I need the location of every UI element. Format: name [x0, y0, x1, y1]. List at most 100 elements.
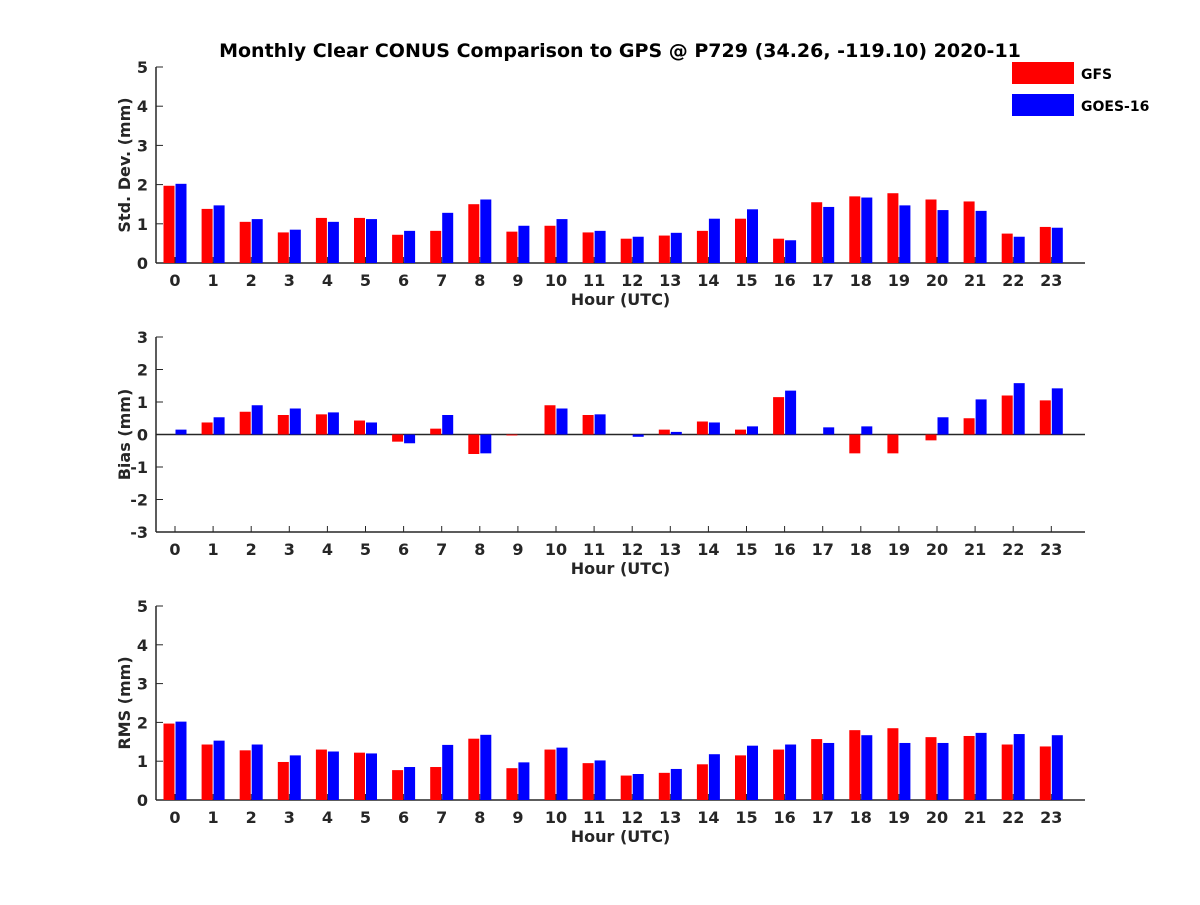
bias-x-tick-label: 14	[697, 540, 719, 559]
stddev-bar	[366, 219, 377, 263]
stddev-bar	[697, 231, 708, 263]
bias-bar	[747, 426, 758, 434]
stddev-bar	[545, 226, 556, 263]
rms-bar	[392, 770, 403, 800]
rms-bar	[583, 763, 594, 800]
rms-x-tick-label: 8	[474, 808, 485, 827]
bias-bar	[240, 412, 251, 435]
bias-y-axis-title: Bias (mm)	[115, 389, 134, 481]
bias-x-tick-label: 16	[773, 540, 795, 559]
rms-x-tick-label: 0	[169, 808, 180, 827]
stddev-bar	[621, 239, 632, 263]
stddev-bar	[442, 213, 453, 263]
rms-x-tick-label: 13	[659, 808, 681, 827]
rms-bar	[1040, 746, 1051, 800]
rms-x-tick-label: 5	[360, 808, 371, 827]
rms-x-tick-label: 22	[1002, 808, 1024, 827]
rms-bar	[697, 764, 708, 800]
bias-y-tick-label: 1	[137, 393, 148, 412]
bias-bar	[697, 422, 708, 435]
rms-bar	[659, 773, 670, 800]
bias-bar	[926, 435, 937, 441]
bias-x-tick-label: 21	[964, 540, 986, 559]
rms-bar	[926, 737, 937, 800]
legend: GFS GOES-16	[1012, 62, 1149, 116]
stddev-bar	[278, 232, 289, 263]
bias-bar	[671, 432, 682, 435]
stddev-bar	[392, 235, 403, 263]
stddev-y-tick-label: 2	[137, 176, 148, 195]
stddev-bar	[404, 231, 415, 263]
bias-x-tick-label: 15	[735, 540, 757, 559]
bias-x-tick-label: 6	[398, 540, 409, 559]
bias-bar	[1052, 388, 1063, 434]
rms-bar	[430, 767, 441, 800]
stddev-bar	[240, 222, 251, 263]
stddev-bar	[583, 232, 594, 263]
rms-bar	[278, 762, 289, 800]
bias-y-tick-label: -3	[130, 523, 148, 542]
bias-bar	[290, 409, 301, 435]
bias-x-tick-label: 1	[208, 540, 219, 559]
stddev-x-axis-title: Hour (UTC)	[571, 290, 671, 309]
stddev-bar	[430, 231, 441, 263]
stddev-bar	[773, 239, 784, 263]
bias-bar	[468, 435, 479, 455]
bias-bar	[442, 415, 453, 435]
stddev-bar	[518, 226, 529, 263]
stddev-bar	[214, 205, 225, 263]
rms-bar	[328, 752, 339, 801]
rms-x-tick-label: 4	[322, 808, 333, 827]
rms-bar	[964, 736, 975, 800]
rms-y-tick-label: 5	[137, 597, 148, 616]
stddev-bar	[164, 186, 175, 263]
rms-bar	[366, 753, 377, 800]
bias-bar	[176, 430, 187, 435]
stddev-bar	[1002, 234, 1013, 263]
stddev-bar	[1052, 228, 1063, 263]
rms-bar	[557, 748, 568, 800]
rms-bar	[164, 724, 175, 800]
stddev-x-tick-label: 7	[436, 271, 447, 290]
rms-bar	[1052, 735, 1063, 800]
stddev-y-axis-title: Std. Dev. (mm)	[115, 97, 134, 232]
bias-bar	[366, 422, 377, 434]
rms-bar	[290, 755, 301, 800]
stddev-bar	[633, 237, 644, 263]
bias-bar	[785, 391, 796, 435]
rms-bar	[671, 769, 682, 800]
bias-bar	[278, 415, 289, 435]
stddev-bar	[468, 204, 479, 263]
rms-x-tick-label: 7	[436, 808, 447, 827]
bias-x-tick-label: 19	[888, 540, 910, 559]
rms-x-tick-label: 9	[512, 808, 523, 827]
rms-bar	[468, 739, 479, 800]
rms-bar	[785, 745, 796, 800]
bias-x-tick-label: 17	[812, 540, 834, 559]
rms-x-tick-label: 20	[926, 808, 948, 827]
stddev-bar	[735, 219, 746, 263]
stddev-y-tick-label: 3	[137, 136, 148, 155]
stddev-bar	[290, 230, 301, 263]
stddev-bar	[659, 236, 670, 263]
rms-bar	[621, 776, 632, 800]
rms-bar	[811, 739, 822, 800]
bias-bar	[202, 422, 213, 434]
rms-x-axis-title: Hour (UTC)	[571, 827, 671, 846]
rms-x-tick-label: 16	[773, 808, 795, 827]
bias-x-tick-label: 12	[621, 540, 643, 559]
bias-bar	[354, 421, 365, 435]
bias-bar	[823, 427, 834, 434]
stddev-bar	[861, 198, 872, 263]
bias-x-tick-label: 18	[850, 540, 872, 559]
bias-bar	[506, 435, 517, 436]
bias-x-tick-label: 8	[474, 540, 485, 559]
stddev-y-tick-label: 0	[137, 254, 148, 273]
stddev-x-tick-label: 6	[398, 271, 409, 290]
rms-x-tick-label: 18	[850, 808, 872, 827]
bias-bar	[964, 418, 975, 434]
stddev-bar	[709, 219, 720, 263]
